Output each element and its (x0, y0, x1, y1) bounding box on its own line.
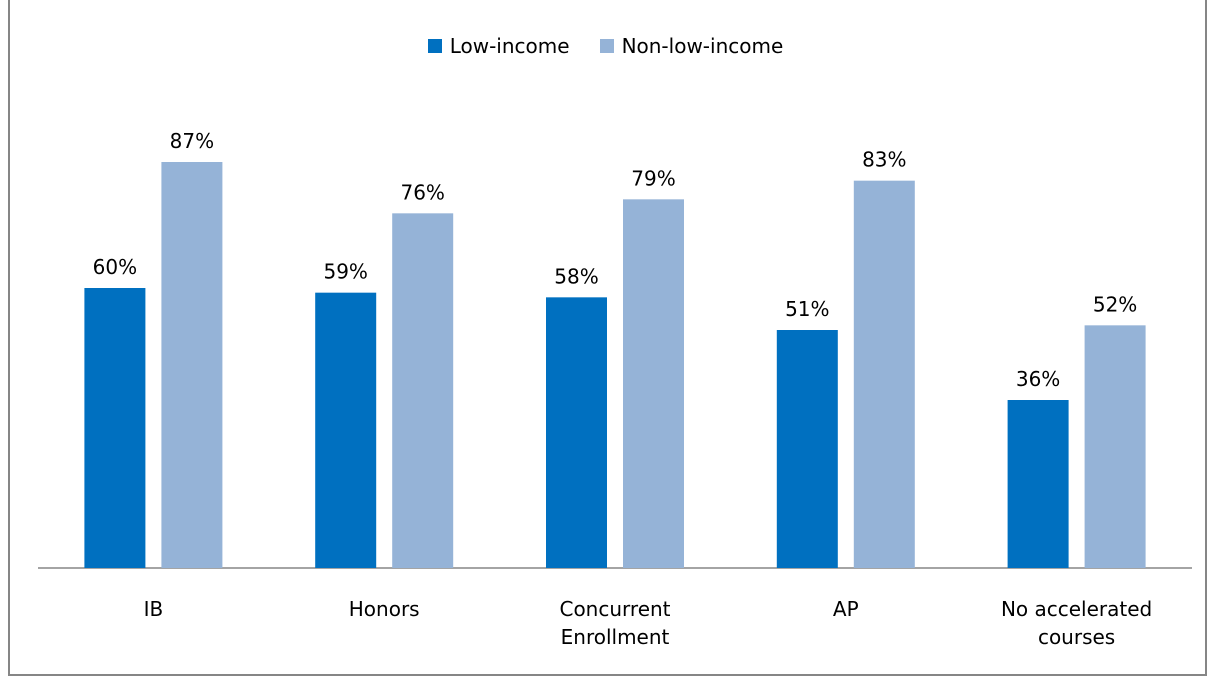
data-label-low-income-2: 58% (554, 264, 598, 288)
bar-non-low-income-3 (853, 180, 915, 568)
data-label-low-income-0: 60% (93, 255, 137, 279)
category-label-4-1: courses (1038, 625, 1115, 649)
bar-non-low-income-1 (392, 213, 454, 569)
data-label-non-low-income-2: 79% (631, 166, 675, 190)
legend: Low-income Non-low-income (0, 34, 1211, 58)
legend-swatch-non-low-income (599, 39, 614, 53)
category-label-2-1: Enrollment (561, 625, 670, 649)
data-label-non-low-income-3: 83% (862, 148, 906, 172)
legend-item-non-low-income: Non-low-income (599, 34, 784, 58)
data-label-non-low-income-0: 87% (170, 129, 214, 153)
bar-non-low-income-4 (1084, 325, 1146, 568)
data-label-low-income-4: 36% (1016, 367, 1060, 391)
bar-low-income-1 (315, 292, 377, 568)
category-label-1-0: Honors (349, 597, 420, 621)
data-label-low-income-1: 59% (323, 260, 367, 284)
bar-low-income-0 (84, 288, 146, 568)
legend-label-non-low-income: Non-low-income (621, 34, 784, 58)
bar-low-income-4 (1007, 400, 1069, 568)
legend-label-low-income: Low-income (449, 34, 570, 58)
data-label-non-low-income-1: 76% (400, 180, 444, 204)
category-label-2-0: Concurrent (559, 597, 670, 621)
legend-item-low-income: Low-income (427, 34, 570, 58)
bar-low-income-3 (776, 330, 838, 568)
chart-frame (8, 0, 1207, 676)
bar-non-low-income-0 (161, 162, 223, 568)
data-label-non-low-income-4: 52% (1093, 292, 1137, 316)
category-label-0-0: IB (144, 597, 164, 621)
bar-low-income-2 (546, 297, 607, 568)
data-label-low-income-3: 51% (785, 297, 829, 321)
bar-non-low-income-2 (623, 199, 684, 569)
category-label-4-0: No accelerated (1001, 597, 1152, 621)
legend-swatch-low-income (427, 39, 442, 53)
category-label-3-0: AP (833, 597, 859, 621)
